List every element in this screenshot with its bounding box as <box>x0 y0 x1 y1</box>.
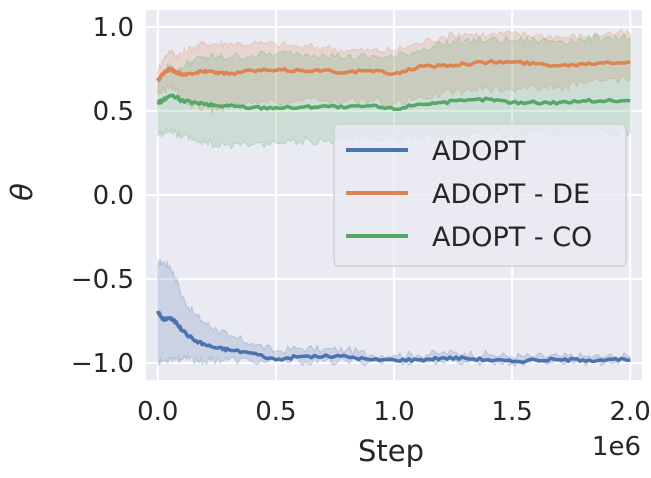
y-axis-label: θ <box>5 183 39 201</box>
confidence-band-adopt-de <box>157 28 631 114</box>
series-line-adopt <box>156 310 631 364</box>
series-line-adopt-co <box>156 93 631 112</box>
x-tick-label: 0.0 <box>137 397 178 427</box>
legend-box <box>333 123 627 267</box>
legend-label: ADOPT - CO <box>432 222 592 253</box>
x-tick-label: 1.5 <box>491 397 532 427</box>
y-tick-label: 1.0 <box>93 13 134 43</box>
x-axis-label: Step <box>358 434 424 468</box>
y-axis-ticks: −1.0 −0.5 0.0 0.5 1.0 <box>71 13 134 379</box>
x-axis-offset-label: 1e6 <box>592 432 641 462</box>
legend-label: ADOPT - DE <box>432 179 590 210</box>
legend-label: ADOPT <box>432 136 526 167</box>
x-axis-ticks: 0.0 0.5 1.0 1.5 2.0 <box>137 397 651 427</box>
y-tick-label: 0.0 <box>93 181 134 211</box>
series-lines <box>156 59 631 364</box>
y-tick-label: −0.5 <box>71 265 134 295</box>
y-tick-label: −1.0 <box>71 349 134 379</box>
y-tick-label: 0.5 <box>93 97 134 127</box>
legend: ADOPT ADOPT - DE ADOPT - CO <box>333 123 627 267</box>
series-line-adopt-de <box>156 59 631 83</box>
x-tick-label: 0.5 <box>255 397 296 427</box>
x-tick-label: 1.0 <box>373 397 414 427</box>
x-tick-label: 2.0 <box>610 397 651 427</box>
